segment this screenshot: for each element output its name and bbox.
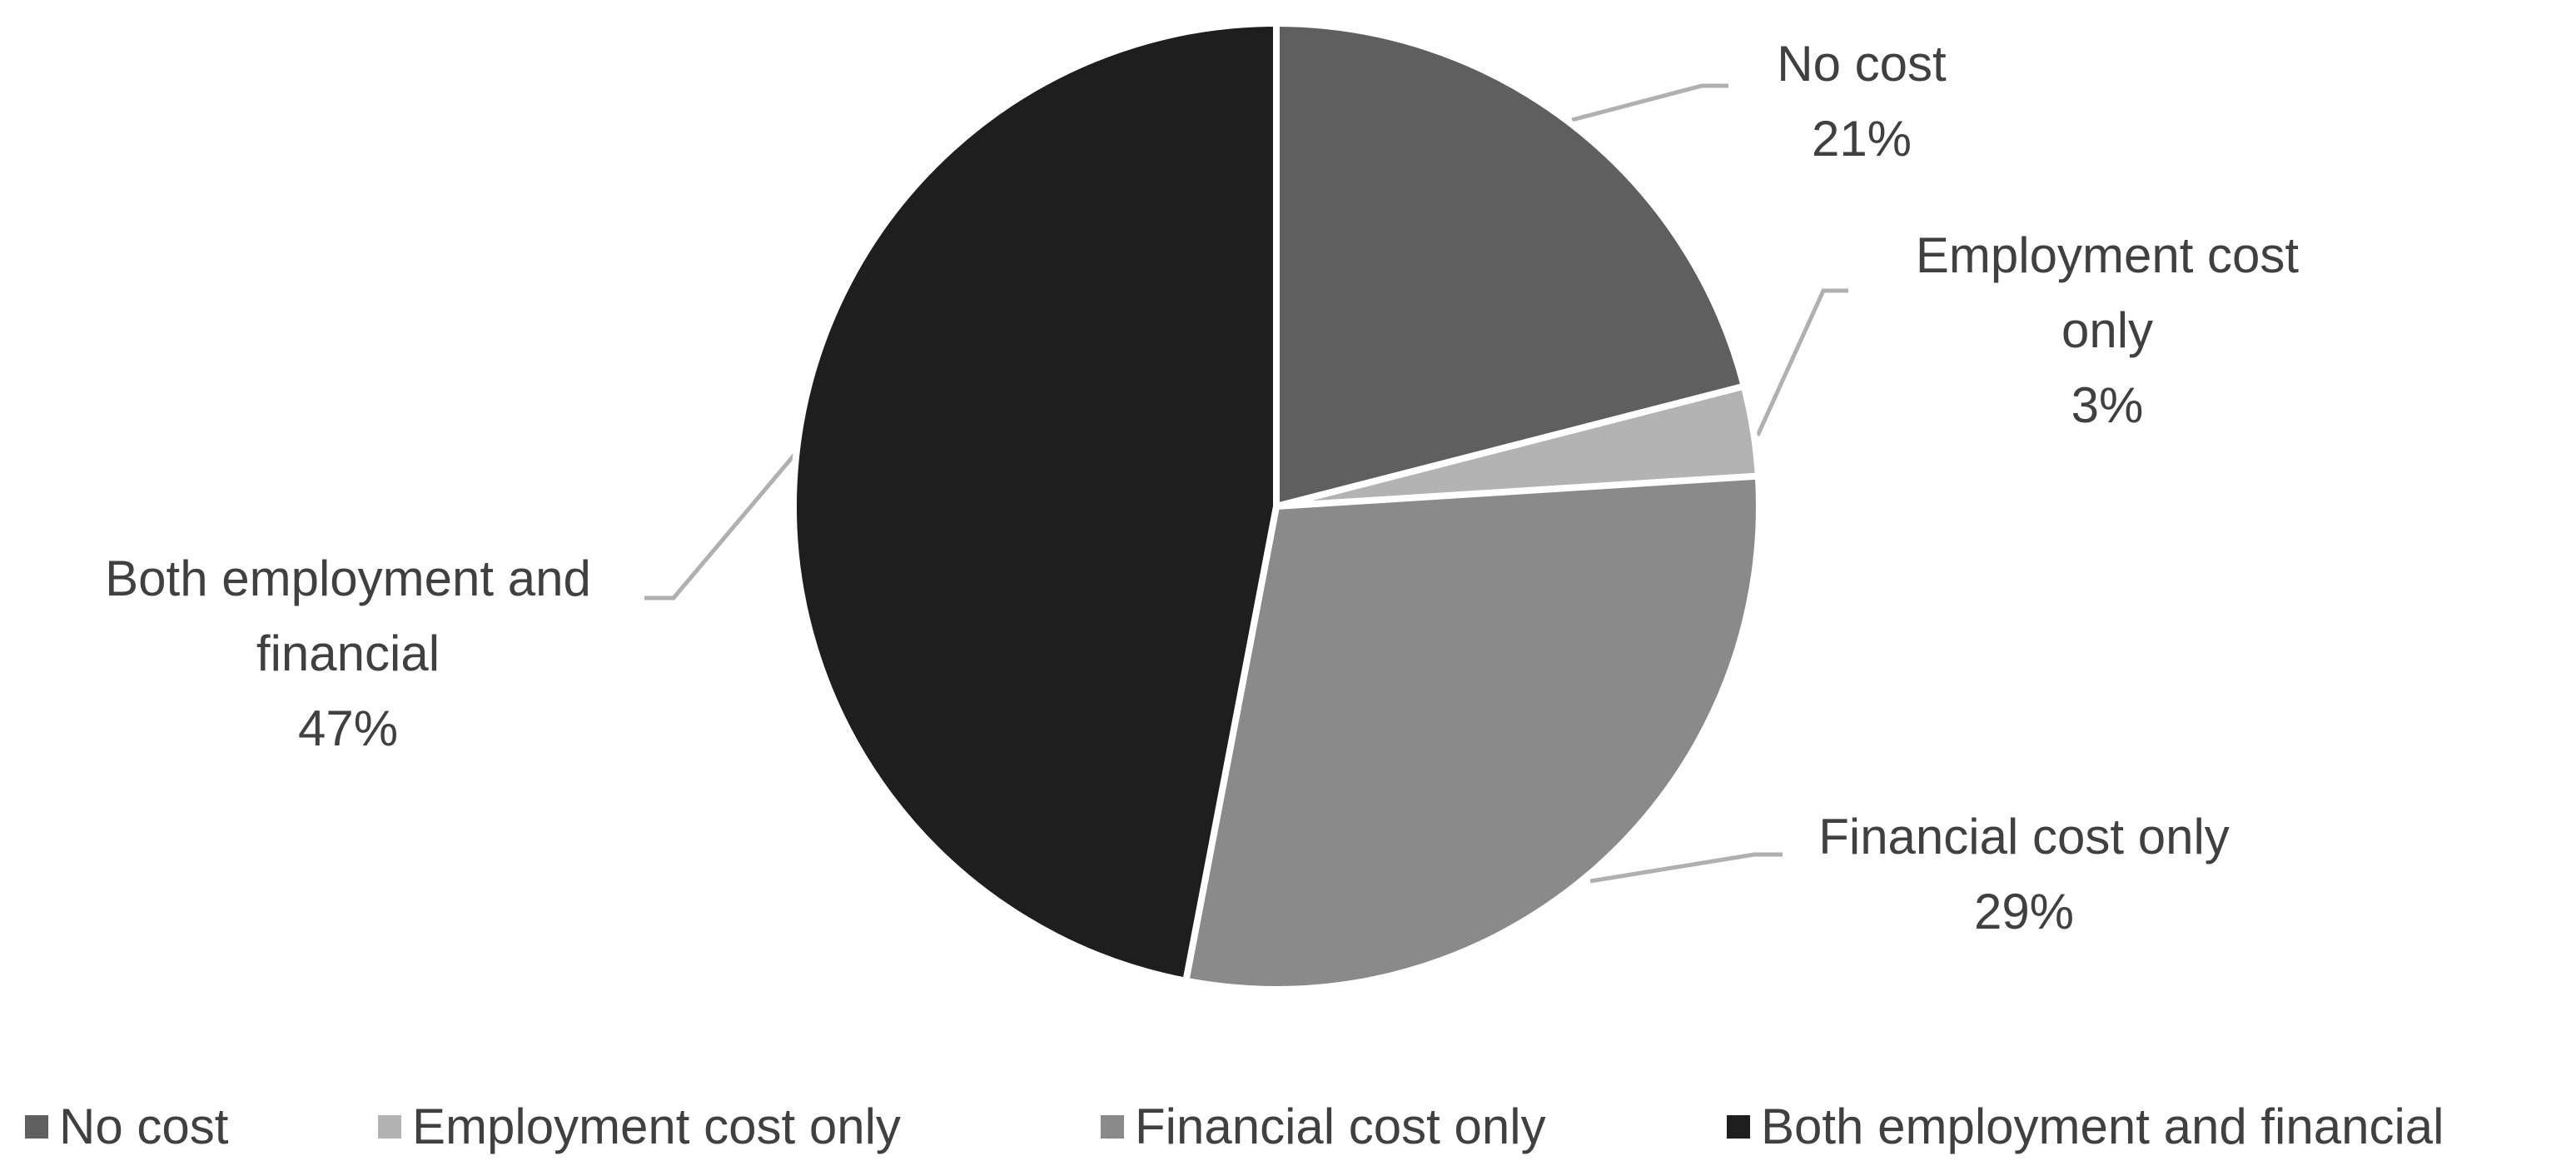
leader-line [1755,288,1848,437]
legend-swatch [378,1115,401,1139]
legend-swatch [25,1115,48,1139]
data-label-name: Employment cost only [1915,227,2300,358]
leader-line [1589,852,1783,884]
legend-label: No cost [59,1099,229,1154]
data-label: Financial cost only 29% [1818,800,2230,949]
leader-line [644,452,797,600]
leader-lines [644,83,1848,884]
data-label-value: 47% [297,700,399,756]
pie [790,20,1763,993]
data-label-name: Financial cost only [1818,809,2230,865]
data-label: Both employment and financial 47% [48,541,648,766]
pie-slice [1182,472,1763,993]
data-label: Employment cost only 3% [1882,218,2332,443]
legend-swatch [1101,1115,1124,1139]
legend-label: Financial cost only [1135,1099,1546,1154]
leader-line [1571,83,1728,122]
legend-label: Employment cost only [412,1099,901,1154]
data-label-name: No cost [1777,36,1947,92]
pie-slice [790,20,1280,984]
data-label-value: 3% [2071,377,2144,433]
legend-label: Both employment and financial [1761,1099,2444,1154]
data-label-value: 29% [1973,884,2075,939]
legend-swatch [1727,1115,1750,1139]
data-label: No cost 21% [1777,27,1946,177]
data-label-name: Both employment and financial [105,551,591,681]
pie-slice [1273,20,1748,510]
data-label-value: 21% [1811,111,1912,167]
